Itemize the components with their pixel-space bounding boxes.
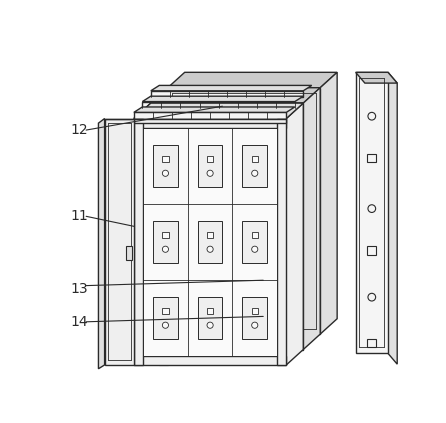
Bar	[207, 232, 213, 238]
Bar	[243, 297, 267, 338]
Bar	[243, 145, 267, 187]
Polygon shape	[134, 103, 303, 118]
Polygon shape	[286, 103, 303, 365]
Polygon shape	[134, 356, 286, 365]
Polygon shape	[303, 88, 320, 349]
Text: 14: 14	[71, 315, 88, 329]
Bar	[198, 221, 223, 263]
Bar	[252, 308, 258, 314]
Polygon shape	[168, 72, 337, 88]
Polygon shape	[151, 88, 320, 103]
Bar	[207, 156, 213, 162]
Circle shape	[162, 246, 169, 253]
Bar	[243, 221, 267, 263]
Circle shape	[252, 246, 258, 253]
Polygon shape	[134, 118, 286, 128]
Bar	[162, 156, 169, 162]
Polygon shape	[355, 72, 388, 353]
Polygon shape	[388, 72, 397, 364]
Bar	[198, 297, 223, 338]
Text: 11: 11	[71, 209, 88, 223]
Bar	[252, 156, 258, 162]
Text: 13: 13	[71, 283, 88, 297]
Circle shape	[207, 170, 213, 176]
Bar	[158, 287, 168, 296]
Polygon shape	[277, 118, 286, 365]
Polygon shape	[320, 72, 337, 334]
Bar	[158, 357, 168, 365]
Bar	[175, 280, 185, 288]
Polygon shape	[134, 107, 295, 113]
Polygon shape	[151, 85, 312, 91]
Bar	[153, 297, 178, 338]
Polygon shape	[99, 118, 105, 369]
Circle shape	[162, 322, 169, 328]
Bar	[175, 176, 185, 184]
Bar	[175, 350, 185, 359]
Polygon shape	[105, 118, 134, 365]
Polygon shape	[134, 118, 143, 365]
Bar	[126, 246, 132, 260]
Polygon shape	[168, 88, 320, 334]
Polygon shape	[134, 103, 303, 118]
Circle shape	[162, 170, 169, 176]
Bar	[207, 308, 213, 314]
Bar	[367, 246, 376, 255]
Bar	[153, 145, 178, 187]
Bar	[162, 232, 169, 238]
Text: 12: 12	[71, 123, 88, 137]
Bar	[252, 232, 258, 238]
Bar	[367, 339, 376, 347]
Polygon shape	[142, 102, 295, 108]
Bar	[158, 183, 168, 192]
Bar	[153, 221, 178, 263]
Circle shape	[252, 322, 258, 328]
Polygon shape	[142, 96, 303, 102]
Bar	[198, 145, 223, 187]
Polygon shape	[134, 113, 286, 118]
Bar	[162, 308, 169, 314]
Polygon shape	[151, 91, 303, 97]
Circle shape	[207, 322, 213, 328]
Polygon shape	[134, 118, 286, 123]
Polygon shape	[143, 128, 277, 356]
Circle shape	[207, 246, 213, 253]
Bar	[367, 154, 376, 162]
Polygon shape	[151, 103, 303, 349]
Circle shape	[252, 170, 258, 176]
Polygon shape	[355, 72, 397, 83]
